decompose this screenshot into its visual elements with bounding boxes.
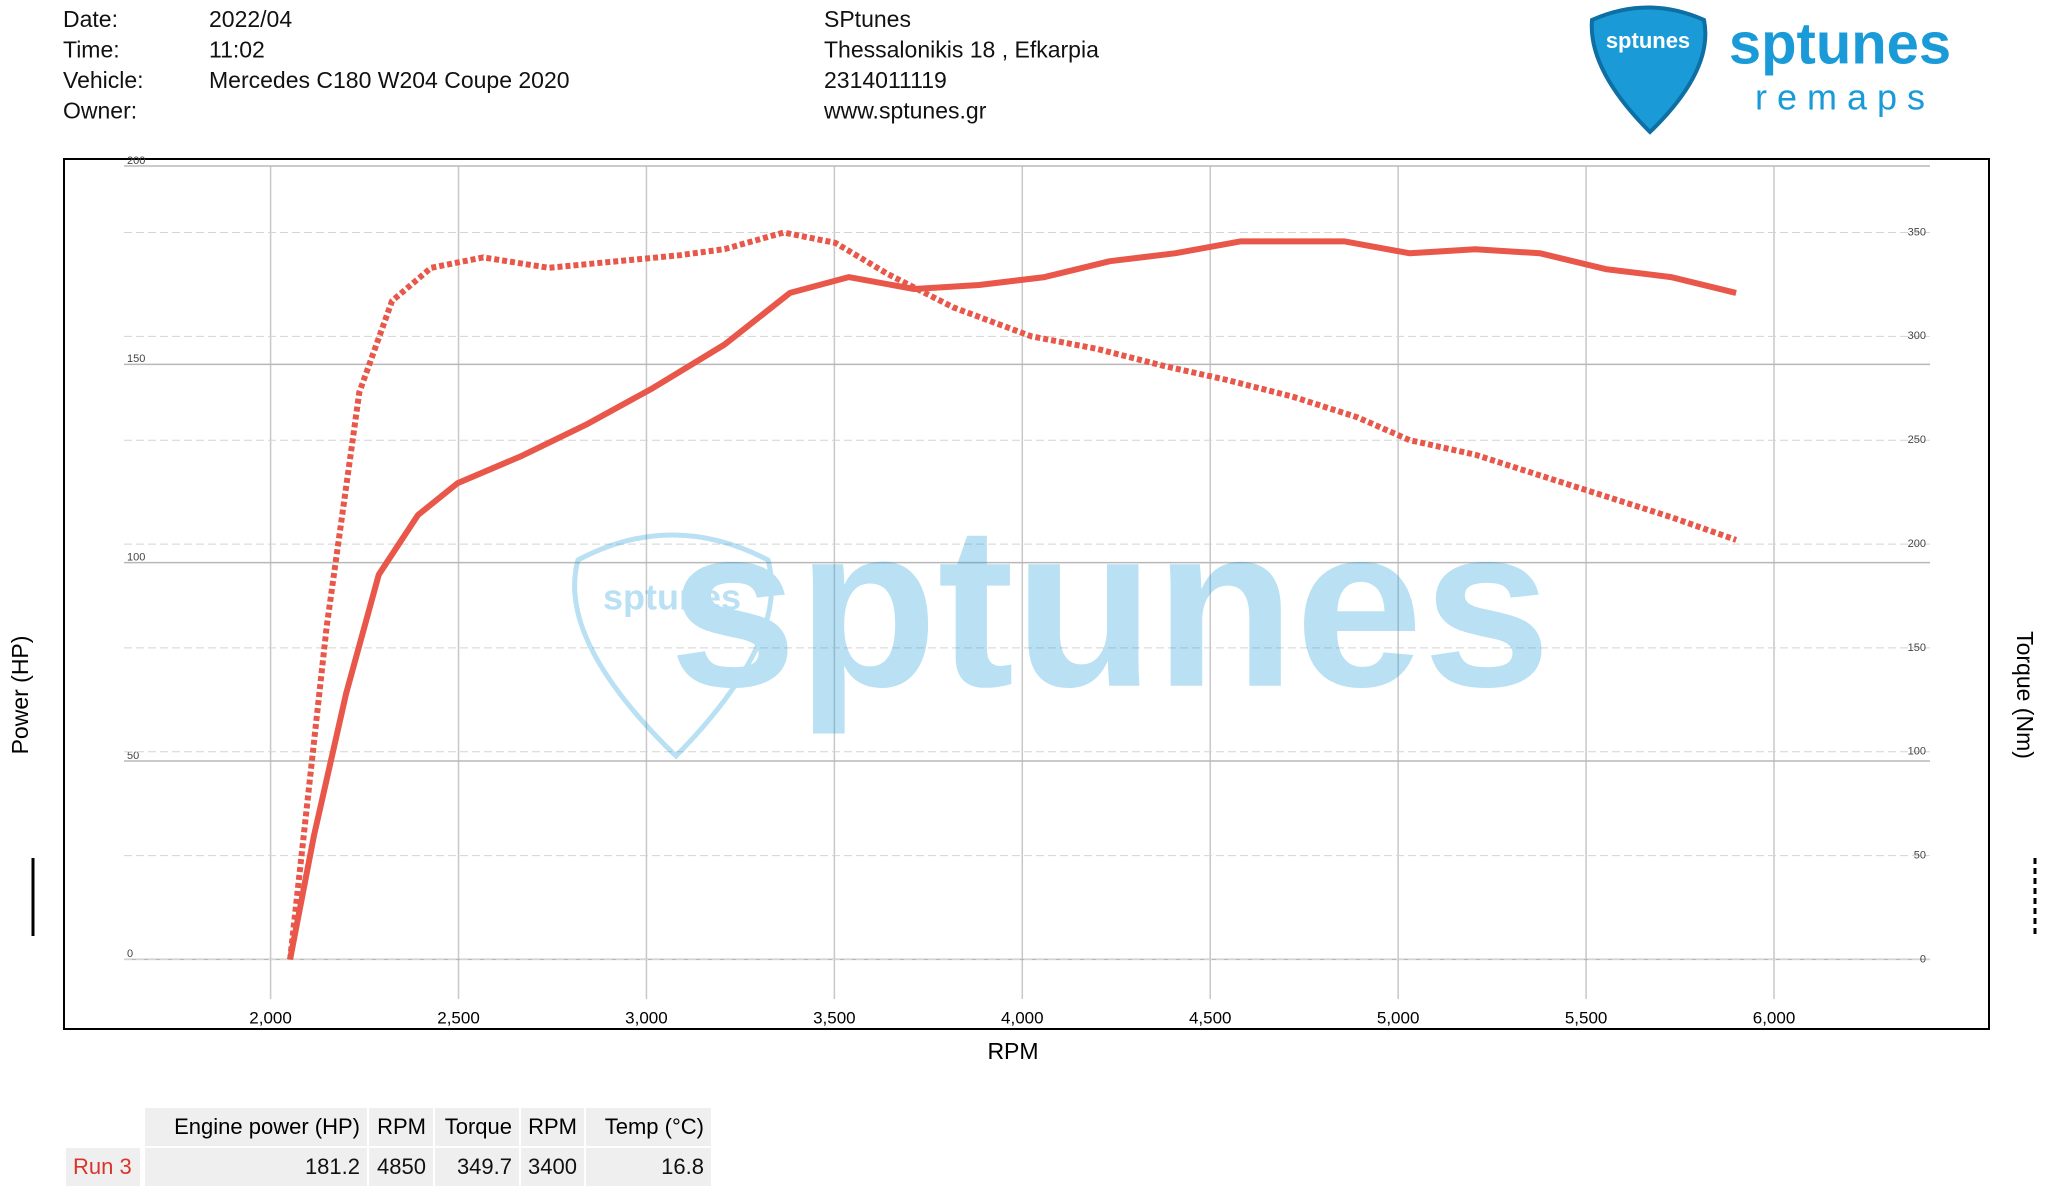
x-axis-title: RPM	[987, 1038, 1038, 1064]
results-table: Engine power (HP) RPM Torque RPM Temp (°C) Ru…	[66, 1108, 711, 1186]
x-tick-label: 5,000	[1377, 1008, 1420, 1027]
y2-tick-label: 250	[1908, 434, 1926, 446]
grid: 2,000 2,500 3,000 3,500 4,000 4,500 5,000 5,500…	[124, 155, 1930, 1027]
y-tick-label: 150	[127, 353, 145, 365]
y2-axis-title: Torque (Nm)	[2012, 631, 2038, 759]
x-tick-label: 3,500	[813, 1008, 856, 1027]
cell	[66, 1148, 140, 1186]
header-cell	[521, 1108, 584, 1146]
cell	[435, 1148, 519, 1186]
header-text: Temp (°C)	[605, 1114, 704, 1139]
cell-text: 181.2	[305, 1154, 360, 1179]
cell	[521, 1148, 584, 1186]
y2-tick-label: 100	[1908, 746, 1926, 758]
y2-tick-label: 350	[1908, 226, 1926, 238]
field-label: Owner:	[63, 98, 137, 124]
company-line: SPtunes	[824, 6, 911, 32]
series-line	[287, 229, 1738, 960]
company-line: Thessalonikis 18 , Efkarpia	[824, 37, 1099, 63]
header-text: RPM	[377, 1114, 426, 1139]
cell-text: 349.7	[457, 1154, 512, 1179]
cell-text: 3400	[528, 1154, 577, 1179]
y-tick-label: 200	[127, 155, 145, 167]
header-cell	[586, 1108, 711, 1146]
watermark-shield-text: sptunes	[603, 577, 741, 618]
logo-name: sptunes	[1729, 11, 1951, 76]
header-text: Engine power (HP)	[174, 1114, 360, 1139]
plot	[287, 229, 1738, 960]
x-tick-label: 3,000	[625, 1008, 668, 1027]
header-cell	[369, 1108, 433, 1146]
field-label: Time:	[63, 37, 120, 63]
y2-tick-label: 300	[1908, 330, 1926, 342]
x-tick-label: 4,500	[1189, 1008, 1232, 1027]
y-tick-label: 50	[127, 750, 139, 762]
x-tick-label: 4,000	[1001, 1008, 1044, 1027]
y-axis-title: Power (HP)	[7, 636, 33, 755]
logo-shield	[1589, 5, 1708, 135]
field-value: 2022/04	[209, 6, 292, 32]
cell	[145, 1148, 367, 1186]
watermark-text: sptunes	[669, 478, 1551, 735]
x-tick-label: 6,000	[1753, 1008, 1796, 1027]
cell	[369, 1148, 433, 1186]
cell	[586, 1148, 711, 1186]
y-tick-label: 0	[127, 948, 133, 960]
logo-tagline: r e m a p s	[1755, 77, 1925, 118]
field-label: Date:	[63, 6, 118, 32]
header-text: Torque	[445, 1114, 512, 1139]
cell-text: 16.8	[661, 1154, 704, 1179]
series-line	[287, 238, 1737, 960]
field-label: Vehicle:	[63, 67, 144, 93]
x-tick-label: 2,500	[437, 1008, 480, 1027]
y2-tick-label: 200	[1908, 538, 1926, 550]
x-tick-label: 5,500	[1565, 1008, 1608, 1027]
company-line: www.sptunes.gr	[823, 98, 987, 124]
header-cell	[145, 1108, 367, 1146]
y2-tick-label: 50	[1914, 850, 1926, 862]
logo-shield-text: sptunes	[1606, 28, 1690, 53]
field-value: Mercedes C180 W204 Coupe 2020	[209, 67, 570, 93]
y2-tick-label: 0	[1920, 953, 1926, 965]
cell-text: 4850	[377, 1154, 426, 1179]
watermark: sptunes sptunes	[572, 478, 1551, 760]
y2-tick-label: 150	[1908, 642, 1926, 654]
plot-frame	[63, 158, 1990, 1030]
field-value: 11:02	[209, 37, 265, 63]
watermark-shield	[572, 532, 774, 760]
y-tick-label: 100	[127, 552, 145, 564]
cell-text: Run 3	[73, 1154, 132, 1179]
company-line: 2314011119	[824, 67, 947, 93]
header: Date: 2022/04 Time: 11:02 Vehicle: Mercedes C…	[63, 6, 1099, 124]
x-tick-label: 2,000	[249, 1008, 292, 1027]
header-cell	[435, 1108, 519, 1146]
logo: sptunes sptunes r e m a p s	[1589, 5, 1951, 135]
header-text: RPM	[528, 1114, 577, 1139]
